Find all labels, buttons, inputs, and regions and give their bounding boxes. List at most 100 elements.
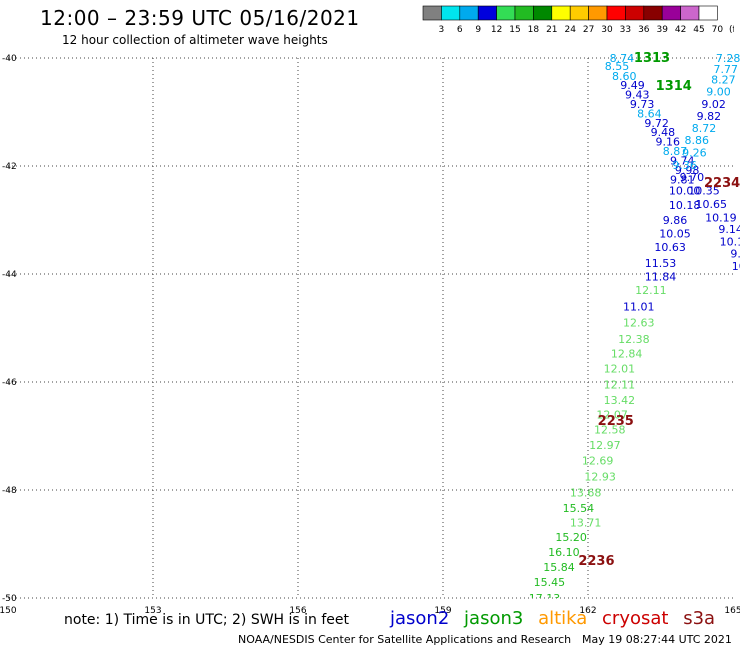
swh-value-jason3: 11.84 bbox=[645, 271, 677, 284]
colorbar-label: 27 bbox=[583, 25, 594, 35]
swh-value-jason3: 12.07 bbox=[596, 408, 628, 421]
swh-value-jason3: 12.01 bbox=[604, 363, 636, 376]
colorbar-cell bbox=[661, 5, 681, 21]
colorbar-label: 70 bbox=[712, 25, 724, 35]
swh-value-jason3: 9.48 bbox=[651, 126, 676, 139]
legend-cryosat: cryosat bbox=[602, 608, 669, 629]
time-label: 1313 bbox=[634, 51, 670, 66]
colorbar-cell bbox=[422, 5, 442, 21]
swh-value-jason3: 10.18 bbox=[669, 199, 701, 212]
swh-value-jason3: 15.20 bbox=[555, 531, 587, 544]
swh-value-jason3: 12.11 bbox=[604, 379, 636, 392]
y-tick-label: -48 bbox=[2, 486, 17, 496]
colorbar-label: 24 bbox=[564, 25, 576, 35]
swh-value-jason3: 11.53 bbox=[645, 257, 677, 270]
x-tick-label: 150 bbox=[0, 606, 17, 616]
chart-title: 12:00 – 23:59 UTC 05/16/2021 bbox=[40, 6, 360, 30]
y-tick-label: -44 bbox=[2, 270, 17, 280]
swh-value-cryosat: 10.14 bbox=[720, 236, 740, 249]
swh-value-jason3: 9.16 bbox=[656, 136, 681, 149]
swh-value-cryosat: 9.36 bbox=[672, 159, 697, 172]
legend-altika: altika bbox=[538, 608, 588, 629]
colorbar-label: 36 bbox=[638, 25, 650, 35]
colorbar-label: 6 bbox=[457, 25, 463, 35]
swh-value-cryosat: 9.14 bbox=[718, 223, 740, 236]
colorbar-cell bbox=[441, 5, 461, 21]
time-label: 2236 bbox=[578, 554, 614, 569]
swh-value-jason3: 10.05 bbox=[659, 228, 691, 241]
swh-value-cryosat: 8.86 bbox=[685, 134, 710, 147]
swh-value-jason3: 8.55 bbox=[605, 60, 630, 73]
swh-value-jason3: 8.60 bbox=[612, 70, 637, 83]
swh-value-jason3: 13.42 bbox=[604, 394, 636, 407]
units-note: note: 1) Time is in UTC; 2) SWH is in fe… bbox=[64, 612, 350, 628]
swh-value-jason3: 9.86 bbox=[663, 214, 688, 227]
swh-value-jason3: 17.13 bbox=[529, 592, 561, 605]
y-tick-label: -42 bbox=[2, 162, 17, 172]
colorbar-cell bbox=[551, 5, 571, 21]
colorbar-cell bbox=[625, 5, 645, 21]
colorbar-cell bbox=[459, 5, 479, 21]
legend-s3a: s3a bbox=[683, 608, 716, 629]
swh-value-jason3: 12.97 bbox=[589, 439, 621, 452]
colorbar-cell bbox=[606, 5, 626, 21]
colorbar-label: 33 bbox=[620, 25, 631, 35]
swh-value-cryosat: 8.72 bbox=[692, 122, 717, 135]
swh-value-jason3: 11.01 bbox=[623, 300, 655, 313]
swh-value-jason3: 9.73 bbox=[630, 98, 655, 111]
swh-value-jason3: 8.87 bbox=[663, 145, 688, 158]
swh-value-cryosat: 9.02 bbox=[701, 98, 726, 111]
colorbar-cell bbox=[477, 5, 497, 21]
swh-value-jason3: 9.74 bbox=[670, 155, 695, 168]
swh-value-jason3: 9.81 bbox=[670, 174, 695, 187]
swh-value-cryosat: 9.26 bbox=[682, 147, 707, 160]
colorbar-cell bbox=[698, 5, 718, 21]
x-tick-label: 159 bbox=[434, 606, 451, 616]
y-tick-label: -46 bbox=[2, 378, 17, 388]
swh-value-jason3: 12.58 bbox=[594, 424, 626, 437]
colorbar-cell bbox=[680, 5, 700, 21]
swh-value-jason3: 10.00 bbox=[669, 184, 701, 197]
swh-value-jason3: 12.11 bbox=[635, 284, 667, 297]
credit-line: NOAA/NESDIS Center for Satellite Applica… bbox=[238, 633, 572, 646]
colorbar-label: 39 bbox=[656, 25, 668, 35]
satellite-legend: jason2 jason3 altika cryosat s3a bbox=[390, 608, 724, 629]
swh-value-cryosat: 10.35 bbox=[688, 184, 720, 197]
swh-value-jason3: 9.72 bbox=[644, 117, 669, 130]
swh-value-jason3: 12.69 bbox=[582, 454, 614, 467]
swh-value-cryosat: 9.82 bbox=[697, 110, 722, 123]
swh-value-jason3: 10.63 bbox=[654, 241, 686, 254]
swh-value-cryosat: 10.50 bbox=[732, 260, 740, 273]
colorbar-label: 45 bbox=[693, 25, 704, 35]
colorbar-cell bbox=[514, 5, 534, 21]
swh-value-cryosat: 9.00 bbox=[706, 85, 731, 98]
x-tick-label: 153 bbox=[144, 606, 161, 616]
colorbar-label: 12 bbox=[491, 25, 502, 35]
x-tick-label: 162 bbox=[579, 606, 596, 616]
y-tick-label: -50 bbox=[2, 594, 17, 604]
generation-timestamp: May 19 08:27:44 UTC 2021 bbox=[582, 633, 732, 646]
colorbar-cell bbox=[496, 5, 516, 21]
time-label: 2234 bbox=[704, 176, 740, 191]
swh-value-jason3: 16.10 bbox=[548, 546, 580, 559]
colorbar-cell bbox=[588, 5, 608, 21]
swh-value-cryosat: 7.77 bbox=[714, 63, 739, 76]
swh-value-cryosat: 8.27 bbox=[711, 74, 736, 87]
swh-value-jason3: 15.45 bbox=[534, 576, 566, 589]
swh-value-jason3: 13.71 bbox=[570, 516, 602, 529]
swh-value-jason3: 8.74 bbox=[610, 52, 635, 65]
swh-value-jason3: 9.49 bbox=[620, 79, 645, 92]
swh-value-cryosat: 9.70 bbox=[680, 171, 705, 184]
colorbar-label: 30 bbox=[601, 25, 613, 35]
y-tick-label: -40 bbox=[2, 54, 17, 64]
chart-subtitle: 12 hour collection of altimeter wave hei… bbox=[62, 33, 328, 47]
x-tick-label: 156 bbox=[289, 606, 306, 616]
colorbar-label: 18 bbox=[528, 25, 540, 35]
swh-value-jason3: 12.63 bbox=[623, 317, 655, 330]
swh-value-cryosat: 10.65 bbox=[696, 198, 728, 211]
swh-value-jason3: 9.43 bbox=[625, 89, 650, 102]
swh-values: 8.748.558.609.499.439.738.649.729.489.16… bbox=[529, 51, 740, 605]
swh-value-jason3: 15.54 bbox=[563, 502, 595, 515]
swh-value-jason3: 13.68 bbox=[570, 487, 602, 500]
